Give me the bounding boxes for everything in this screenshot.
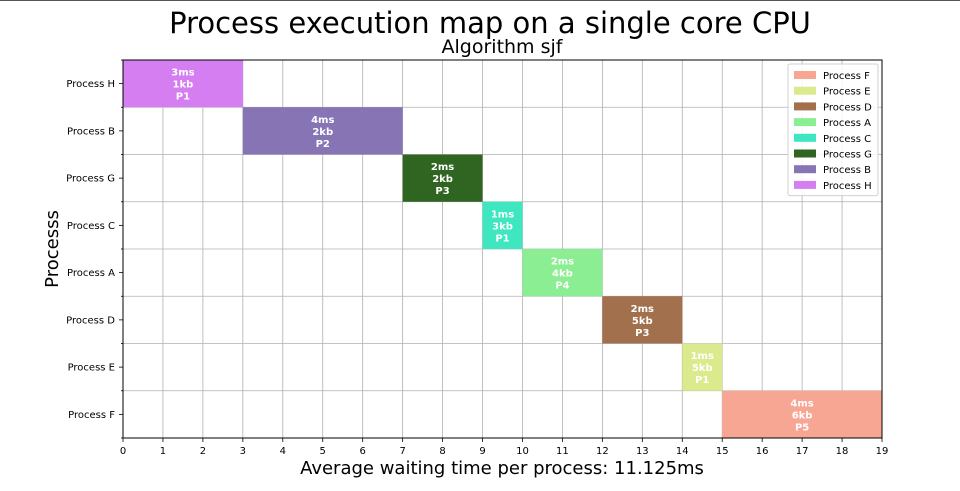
legend-label: Process D [823, 102, 872, 113]
chart-subtitle: Algorithm sjf [442, 36, 564, 58]
bar-label: 4ms [790, 398, 813, 409]
y-axis: Process H Process B Process G Process C Proc… [66, 59, 123, 439]
bar-label: 2ms [631, 304, 654, 315]
x-tick-label: 16 [756, 446, 769, 457]
legend-swatch [794, 165, 816, 174]
x-tick-label: 17 [796, 446, 809, 457]
x-tick-label: 8 [439, 446, 445, 457]
bars: 3ms1kbP14ms2kbP22ms2kbP31ms3kbP12ms4kbP4… [123, 60, 882, 438]
bar-label: P3 [635, 328, 649, 339]
y-tick-label: Process E [68, 363, 115, 374]
bar-label: 1ms [691, 351, 714, 362]
legend-label: Process A [823, 118, 871, 129]
x-tick-label: 13 [636, 446, 649, 457]
y-axis-label: Processs [42, 210, 63, 288]
bar-label: 2kb [312, 127, 333, 138]
bar-label: 3ms [171, 68, 194, 79]
y-tick-label: Process C [67, 221, 115, 232]
bar [123, 60, 243, 108]
legend: Process F Process E Process D Process A Proc… [787, 63, 879, 197]
x-tick-label: 19 [876, 446, 889, 457]
x-axis-label: Average waiting time per process: 11.125… [300, 458, 704, 479]
bar-label: 2ms [431, 162, 454, 173]
bar-label: 4ms [311, 115, 334, 126]
x-tick-label: 11 [556, 446, 569, 457]
bar [482, 201, 523, 249]
x-tick-label: 7 [399, 446, 405, 457]
y-tick-label: Process G [66, 174, 115, 185]
y-tick-label: Process B [67, 126, 115, 137]
x-tick-label: 6 [359, 446, 365, 457]
legend-box [787, 63, 879, 197]
bar-label: P1 [495, 233, 509, 244]
bar-label: P1 [176, 92, 190, 103]
bar-label: P4 [555, 281, 569, 292]
y-tick-label: Process A [67, 268, 115, 279]
bar [722, 390, 882, 438]
legend-swatch [794, 149, 816, 158]
bar-label: 5kb [692, 363, 713, 374]
bar-label: 6kb [792, 410, 813, 421]
y-tick-label: Process D [66, 315, 115, 326]
legend-label: Process E [823, 87, 870, 98]
x-tick-label: 14 [676, 446, 689, 457]
x-tick-label: 18 [836, 446, 849, 457]
x-axis: 0 1 2 3 4 5 6 7 8 9 10 11 12 13 14 15 16 17 18 19 [120, 438, 889, 457]
legend-label: Process H [823, 181, 872, 192]
bar [602, 296, 683, 344]
chart-title: Process execution map on a single core C… [169, 6, 811, 40]
bar [682, 343, 723, 391]
legend-swatch [794, 71, 816, 79]
bar [402, 154, 483, 202]
bar [242, 107, 403, 155]
bar-label: 1ms [491, 209, 514, 220]
bar-label: P5 [795, 422, 809, 433]
bar-label: 1kb [173, 80, 194, 91]
x-tick-label: 10 [516, 446, 529, 457]
bar-label: 4kb [552, 269, 573, 280]
x-tick-label: 0 [120, 446, 126, 457]
x-tick-label: 15 [716, 446, 729, 457]
legend-swatch [794, 133, 816, 142]
bar-label: P3 [435, 186, 449, 197]
x-tick-label: 4 [280, 446, 286, 457]
bar-label: 5kb [632, 316, 653, 327]
bar-label: P1 [695, 375, 709, 386]
x-tick-label: 5 [320, 446, 326, 457]
bar-label: 2ms [551, 257, 574, 268]
legend-swatch [794, 102, 816, 111]
legend-label: Process C [823, 134, 871, 145]
x-tick-label: 9 [479, 446, 485, 457]
legend-label: Process B [823, 165, 871, 176]
bar-label: P2 [316, 139, 330, 150]
x-tick-label: 2 [200, 446, 206, 457]
y-tick-label: Process H [66, 79, 115, 90]
y-tick-label: Process F [68, 410, 115, 421]
legend-label: Process F [823, 71, 870, 82]
x-tick-label: 1 [160, 446, 166, 457]
legend-swatch [794, 86, 816, 95]
legend-label: Process G [823, 150, 872, 161]
x-tick-label: 3 [240, 446, 246, 457]
legend-swatch [794, 118, 816, 127]
bar-label: 3kb [492, 221, 513, 232]
bar-label: 2kb [432, 174, 453, 185]
legend-swatch [794, 180, 816, 189]
x-tick-label: 12 [596, 446, 609, 457]
bar [522, 249, 603, 297]
